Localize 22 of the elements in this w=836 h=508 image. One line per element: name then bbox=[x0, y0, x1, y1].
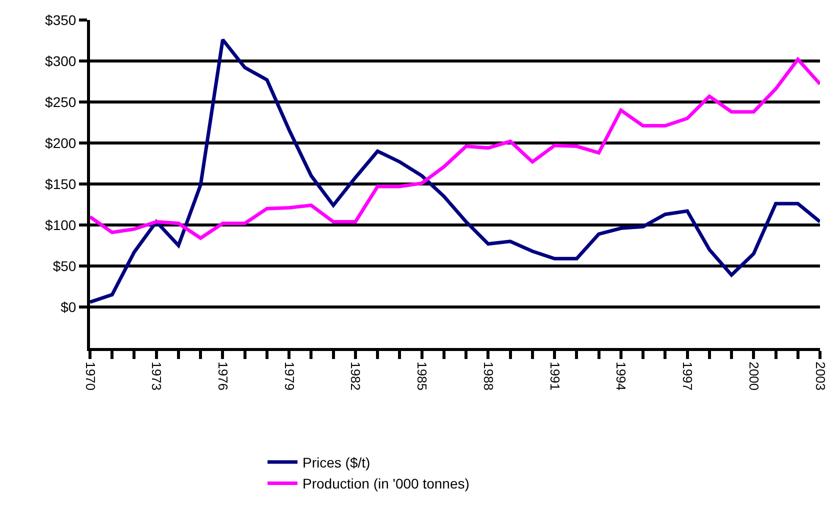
x-tick-label: 1991 bbox=[547, 362, 562, 391]
x-tick-label: 1994 bbox=[614, 362, 629, 391]
x-tick-label: 2003 bbox=[812, 362, 828, 391]
y-tick-label: $0 bbox=[60, 298, 76, 315]
x-tick-label: 1988 bbox=[480, 362, 496, 391]
x-tick-label: 1973 bbox=[149, 362, 164, 391]
y-tick-label: $350 bbox=[45, 12, 76, 28]
x-tick-label: 1979 bbox=[282, 362, 297, 391]
y-tick-label: $50 bbox=[52, 258, 76, 274]
x-tick-label: 1997 bbox=[680, 362, 696, 391]
x-tick-label: 2000 bbox=[746, 362, 762, 391]
x-tick-label: 1970 bbox=[82, 362, 98, 391]
y-tick-label: $300 bbox=[45, 52, 76, 69]
legend-label: Prices ($/t) bbox=[302, 454, 370, 470]
y-tick-label: $200 bbox=[45, 134, 76, 151]
y-tick-label: $250 bbox=[45, 94, 76, 110]
x-tick-label: 1985 bbox=[414, 362, 430, 391]
x-tick-label: 1982 bbox=[348, 362, 364, 391]
x-tick-label: 1976 bbox=[216, 362, 231, 391]
y-tick-label: $100 bbox=[45, 216, 76, 233]
legend-label: Production (in '000 tonnes) bbox=[302, 476, 470, 492]
y-tick-label: $150 bbox=[45, 176, 76, 192]
